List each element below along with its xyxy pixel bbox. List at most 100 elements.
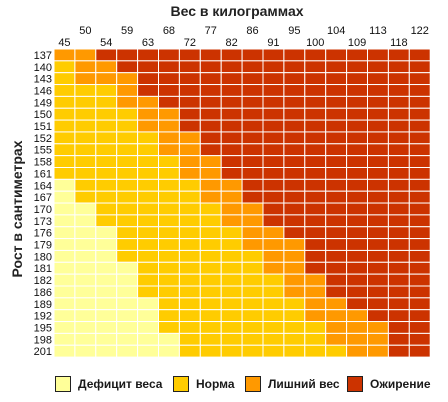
heatmap-cell [74, 249, 97, 263]
heatmap-cell [158, 143, 180, 157]
heatmap-cell [53, 285, 76, 299]
heatmap-cell [220, 48, 243, 62]
heatmap-cell [53, 119, 76, 133]
heatmap-cell [408, 321, 431, 334]
heatmap-cell [408, 143, 431, 157]
heatmap-cell [199, 238, 222, 251]
heatmap-cell [74, 107, 97, 121]
heatmap-cell [74, 309, 97, 323]
heatmap-cell [158, 95, 180, 109]
heatmap-cell [283, 273, 306, 287]
heatmap-cell [178, 95, 201, 109]
heatmap-cell [137, 143, 160, 157]
heatmap-cell [346, 344, 369, 358]
heatmap-cell [95, 155, 118, 168]
heatmap-cell [408, 131, 431, 145]
heatmap-cell [262, 48, 285, 62]
heatmap-cell [95, 95, 118, 109]
heatmap-cell [53, 167, 76, 180]
x-tick-label: 45 [58, 37, 70, 49]
heatmap-cell [137, 72, 160, 86]
heatmap-cell [408, 273, 431, 287]
x-tick-label: 68 [163, 25, 175, 37]
heatmap-cell [262, 178, 285, 192]
heatmap-cell [304, 332, 327, 346]
heatmap-cell [241, 95, 264, 109]
heatmap-cell [220, 143, 243, 157]
x-tick-label: 95 [288, 25, 300, 37]
heatmap-cell [220, 273, 243, 287]
heatmap-cell [178, 190, 201, 204]
heatmap-cell [220, 72, 243, 86]
heatmap-cell [283, 261, 306, 275]
heatmap-cell [241, 72, 264, 86]
heatmap-cell [178, 202, 201, 216]
heatmap-cell [74, 190, 97, 204]
y-tick-label: 198 [34, 334, 52, 346]
heatmap-cell [116, 344, 139, 358]
heatmap-cell [346, 72, 369, 86]
y-tick-label: 186 [34, 287, 52, 299]
heatmap-cell [137, 190, 160, 204]
heatmap-cell [387, 321, 410, 334]
x-tick-label: 113 [369, 25, 387, 37]
heatmap-cell [220, 297, 243, 311]
heatmap-cell [137, 107, 160, 121]
heatmap-cell [387, 214, 410, 228]
heatmap-cell [408, 48, 431, 62]
heatmap-cell [74, 261, 97, 275]
heatmap-cell [241, 321, 264, 334]
heatmap-cell [220, 285, 243, 299]
heatmap-cell [199, 167, 222, 180]
heatmap-cell [304, 249, 327, 263]
heatmap-cell [262, 84, 285, 97]
heatmap-cell [304, 48, 327, 62]
heatmap-cell [283, 119, 306, 133]
heatmap-cell [178, 249, 201, 263]
heatmap-cell [262, 190, 285, 204]
x-tick-label: 82 [226, 37, 238, 49]
heatmap-cell [304, 107, 327, 121]
heatmap-cell [325, 344, 348, 358]
heatmap-cell [304, 214, 327, 228]
heatmap-cell [199, 131, 222, 145]
heatmap-cell [199, 143, 222, 157]
heatmap-cell [53, 249, 76, 263]
heatmap-cell [367, 344, 389, 358]
heatmap-cell [220, 344, 243, 358]
heatmap-cell [178, 226, 201, 240]
heatmap-cell [325, 95, 348, 109]
heatmap-cell [220, 190, 243, 204]
heatmap-cell [53, 72, 76, 86]
heatmap-cell [283, 226, 306, 240]
heatmap-cell [95, 249, 118, 263]
y-tick-label: 143 [34, 74, 52, 86]
heatmap-cell [241, 238, 264, 251]
heatmap-cell [387, 131, 410, 145]
heatmap-cell [74, 332, 97, 346]
heatmap-cell [199, 202, 222, 216]
heatmap-cell [387, 273, 410, 287]
heatmap-cell [346, 261, 369, 275]
heatmap-cell [387, 178, 410, 192]
heatmap-cell [53, 238, 76, 251]
heatmap-cell [95, 84, 118, 97]
heatmap-cell [220, 60, 243, 74]
heatmap-cell [325, 167, 348, 180]
heatmap-cell [220, 107, 243, 121]
heatmap-cell [158, 332, 180, 346]
x-tick-label: 91 [267, 37, 279, 49]
heatmap-cell [241, 131, 264, 145]
x-tick-label: 50 [79, 25, 91, 37]
heatmap-cell [283, 143, 306, 157]
legend-swatch-underweight [55, 376, 71, 392]
x-tick-label: 72 [184, 37, 196, 49]
heatmap-cell [262, 131, 285, 145]
heatmap-cell [241, 190, 264, 204]
heatmap-cell [408, 72, 431, 86]
heatmap-cell [325, 285, 348, 299]
heatmap-cell [220, 202, 243, 216]
y-tick-label: 201 [34, 346, 52, 358]
heatmap-cell [137, 48, 160, 62]
heatmap-cell [74, 226, 97, 240]
